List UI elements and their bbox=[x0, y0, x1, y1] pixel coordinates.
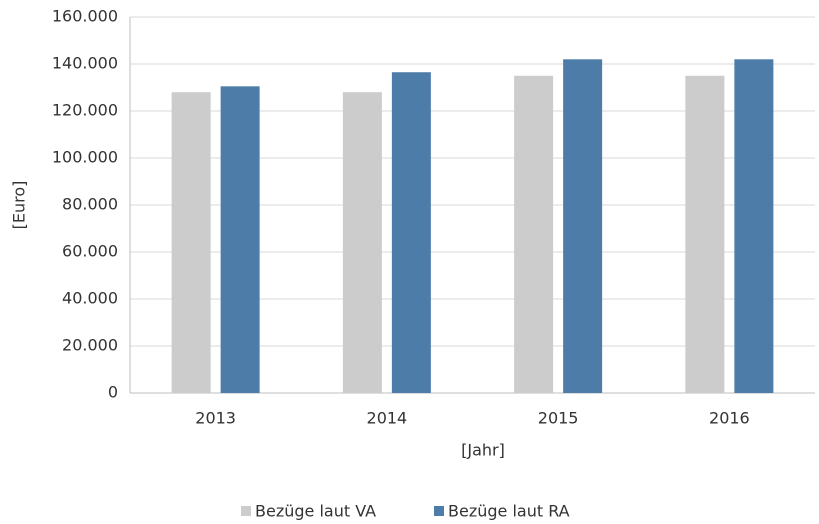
legend-label: Bezüge laut VA bbox=[255, 502, 376, 521]
y-tick-label: 0 bbox=[108, 383, 118, 402]
x-tick-label: 2015 bbox=[538, 409, 579, 428]
legend-swatch bbox=[241, 506, 251, 516]
y-axis-title: [Euro] bbox=[10, 181, 29, 230]
y-tick-label: 40.000 bbox=[62, 289, 118, 308]
legend-label: Bezüge laut RA bbox=[448, 502, 570, 521]
y-tick-label: 80.000 bbox=[62, 195, 118, 214]
bar bbox=[220, 86, 260, 393]
bar bbox=[391, 72, 431, 393]
x-tick-label: 2016 bbox=[709, 409, 750, 428]
y-tick-label: 140.000 bbox=[52, 54, 118, 73]
y-tick-label: 100.000 bbox=[52, 148, 118, 167]
x-axis-title: [Jahr] bbox=[461, 441, 505, 460]
x-tick-label: 2013 bbox=[195, 409, 236, 428]
y-tick-label: 20.000 bbox=[62, 336, 118, 355]
bar bbox=[563, 59, 603, 394]
bar bbox=[171, 92, 211, 393]
x-tick-label: 2014 bbox=[367, 409, 408, 428]
legend-swatch bbox=[434, 506, 444, 516]
bar bbox=[514, 75, 554, 393]
y-tick-label: 160.000 bbox=[52, 7, 118, 26]
bar bbox=[734, 59, 774, 394]
bar bbox=[685, 75, 725, 393]
y-tick-label: 60.000 bbox=[62, 242, 118, 261]
y-tick-label: 120.000 bbox=[52, 101, 118, 120]
bar bbox=[342, 92, 382, 393]
